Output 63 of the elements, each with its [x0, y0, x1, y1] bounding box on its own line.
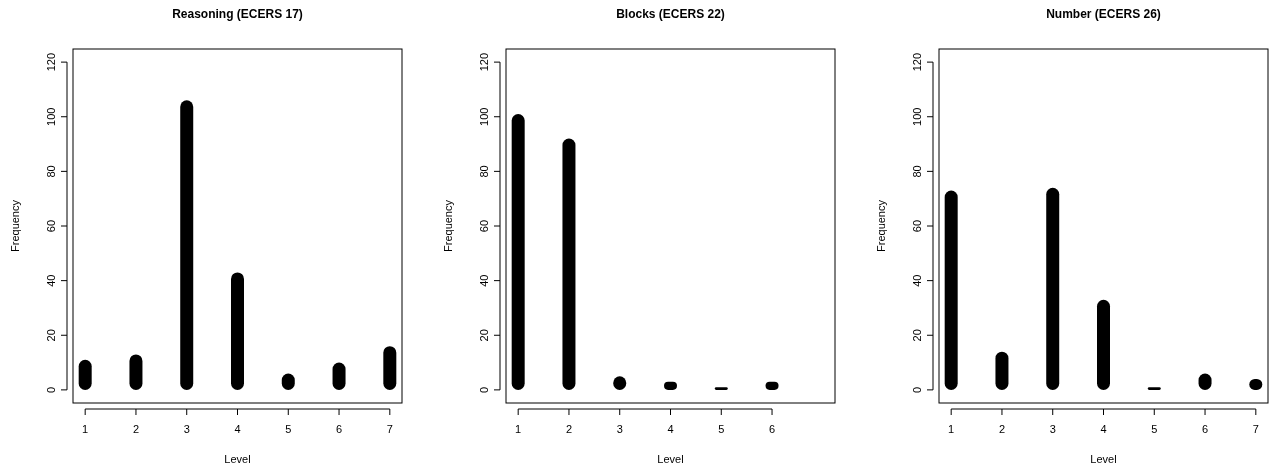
x-tick-label: 6: [1201, 423, 1209, 435]
y-tick-label: 60: [45, 219, 57, 233]
bar: [944, 190, 958, 390]
y-tick-label: 40: [478, 274, 490, 287]
x-tick-label: 3: [616, 423, 623, 435]
x-tick-label: 4: [667, 423, 674, 435]
y-tick-label: 20: [45, 329, 57, 342]
y-axis-title: Frequency: [875, 199, 887, 252]
y-axis-title: Frequency: [442, 199, 454, 252]
y-tick-label: 120: [45, 52, 57, 72]
bar: [1147, 387, 1161, 390]
y-tick-label: 80: [911, 165, 923, 178]
y-tick-label: 0: [478, 386, 490, 393]
bar: [714, 387, 728, 390]
y-tick-label: 40: [911, 274, 923, 287]
y-tick-label: 60: [911, 219, 923, 233]
bar: [562, 138, 576, 390]
bar: [995, 351, 1009, 390]
y-axis-title: Frequency: [9, 199, 21, 252]
x-tick-label: 5: [1151, 423, 1158, 435]
x-tick-label: 2: [565, 423, 573, 435]
x-tick-label: 6: [768, 423, 776, 435]
y-tick-label: 20: [911, 329, 923, 342]
y-tick-label: 0: [911, 386, 923, 393]
x-tick-label: 1: [515, 423, 522, 435]
bar: [231, 272, 244, 390]
x-tick-label: 7: [1252, 423, 1259, 435]
y-tick-label: 0: [45, 386, 57, 393]
x-tick-label: 2: [998, 423, 1006, 435]
x-tick-label: 4: [234, 423, 241, 435]
x-tick-label: 2: [132, 423, 140, 435]
bar: [1097, 299, 1110, 390]
x-tick-label: 1: [82, 423, 89, 435]
x-axis-title: Level: [224, 453, 251, 465]
x-tick-label: 3: [183, 423, 190, 435]
bar: [1046, 187, 1060, 390]
chart-title: Blocks (ECERS 22): [616, 7, 725, 21]
y-tick-label: 20: [478, 329, 490, 342]
y-tick-label: 100: [478, 107, 490, 126]
x-tick-label: 3: [1049, 423, 1056, 435]
x-tick-label: 5: [285, 423, 292, 435]
y-tick-label: 80: [478, 165, 490, 178]
x-axis-title: Level: [1090, 453, 1117, 465]
x-tick-label: 4: [1100, 423, 1107, 435]
bar: [78, 359, 92, 390]
x-tick-label: 6: [335, 423, 343, 435]
y-tick-label: 60: [478, 219, 490, 233]
y-tick-label: 100: [45, 107, 57, 126]
y-tick-label: 120: [478, 52, 490, 72]
y-tick-label: 80: [45, 165, 57, 178]
y-tick-label: 40: [45, 274, 57, 287]
x-tick-label: 1: [948, 423, 955, 435]
bar: [511, 114, 525, 390]
bar: [129, 354, 143, 390]
x-tick-label: 7: [386, 423, 393, 435]
bar: [180, 100, 194, 390]
chart-title: Reasoning (ECERS 17): [172, 7, 303, 21]
chart-title: Number (ECERS 26): [1046, 7, 1161, 21]
bar: [383, 346, 397, 390]
x-axis-title: Level: [657, 453, 684, 465]
y-tick-label: 120: [911, 52, 923, 72]
y-tick-label: 100: [911, 107, 923, 126]
x-tick-label: 5: [718, 423, 725, 435]
